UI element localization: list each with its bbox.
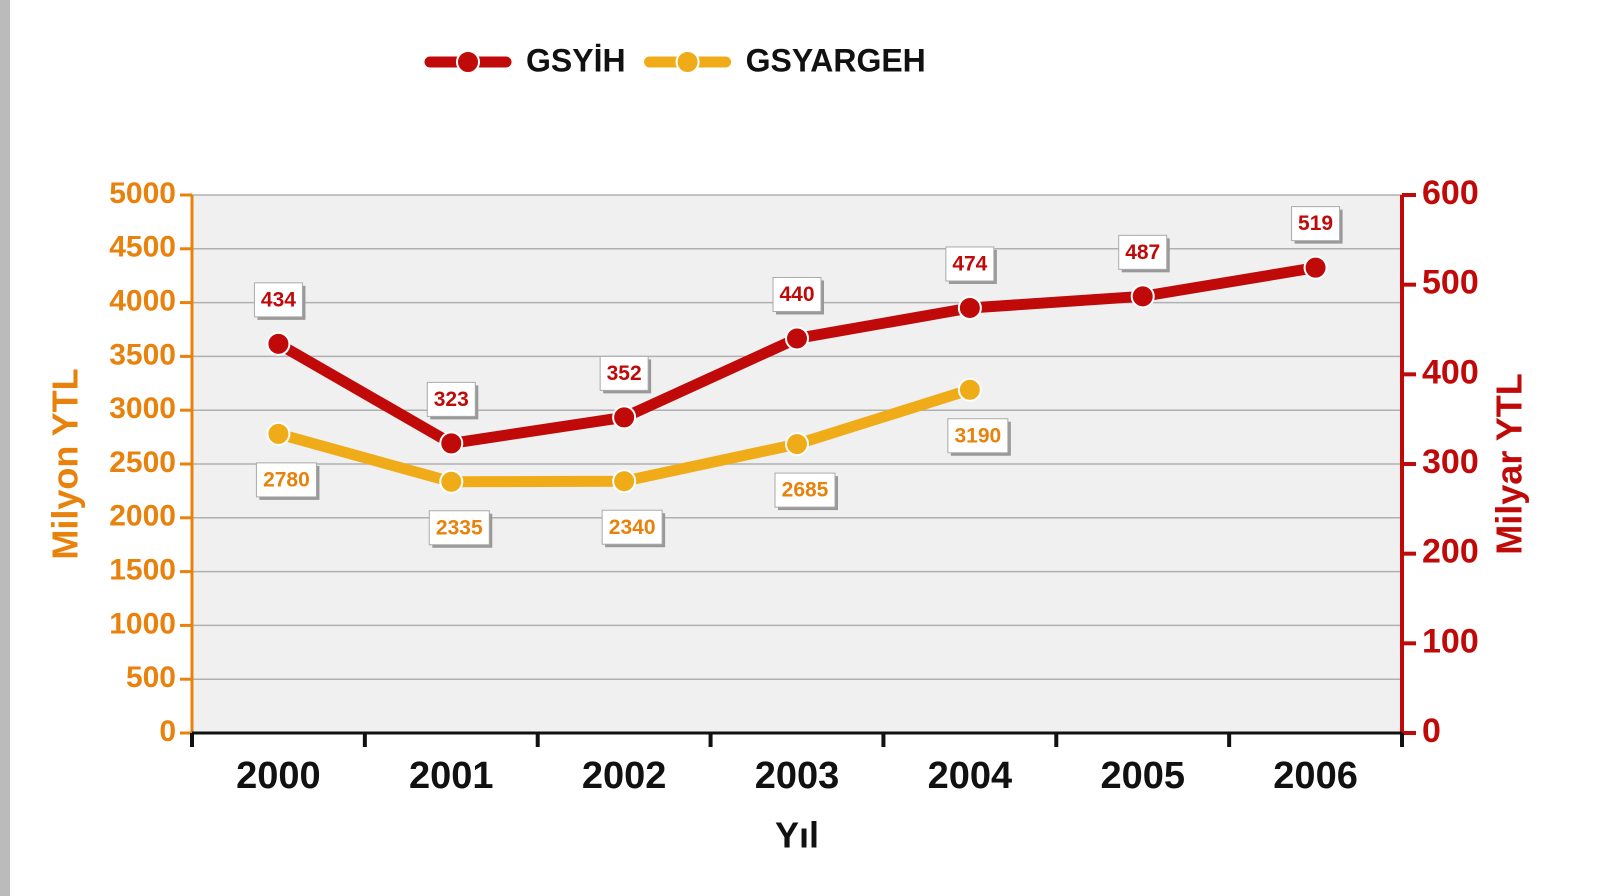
y-tick-label: 5000 xyxy=(109,177,176,210)
label-box xyxy=(947,418,1009,454)
point xyxy=(612,469,637,494)
x-tick-label: 2003 xyxy=(755,755,840,797)
y-tick-label: 4500 xyxy=(109,231,176,264)
y-tick-label: 4000 xyxy=(109,285,176,318)
y-tick-label: 0 xyxy=(159,715,176,748)
x-tick-label: 2004 xyxy=(928,755,1013,797)
y-tick-label: 1500 xyxy=(109,554,176,587)
legend-label: GSYİH xyxy=(526,42,626,78)
point xyxy=(785,432,809,457)
label-box xyxy=(426,381,476,417)
point xyxy=(612,405,637,430)
data-label: 2780 xyxy=(263,468,310,491)
point xyxy=(957,295,982,320)
left-edge xyxy=(0,0,10,896)
legend-marker xyxy=(456,50,480,74)
y-tick-label: 3500 xyxy=(109,338,176,371)
y2-tick-label: 600 xyxy=(1422,174,1479,212)
y-tick-label: 1000 xyxy=(109,607,176,640)
y2-tick-label: 300 xyxy=(1422,443,1479,481)
y2-tick-label: 100 xyxy=(1422,622,1479,660)
label-box xyxy=(1291,206,1341,242)
point xyxy=(785,326,809,351)
x-tick-label: 2000 xyxy=(236,755,321,797)
y-tick-label: 3000 xyxy=(109,392,176,425)
point xyxy=(957,377,982,402)
y2-tick-label: 400 xyxy=(1422,353,1479,391)
data-label: 2335 xyxy=(436,516,483,539)
label-box xyxy=(1118,234,1168,270)
y-axis-title: Milyon YTL xyxy=(45,368,86,559)
point xyxy=(439,469,464,494)
data-label: 2685 xyxy=(782,479,829,502)
label-box xyxy=(599,355,649,391)
point xyxy=(266,331,291,356)
label-box xyxy=(774,472,836,508)
data-label: 2340 xyxy=(609,516,656,539)
data-label: 352 xyxy=(607,362,642,385)
x-tick-label: 2005 xyxy=(1100,755,1185,797)
point xyxy=(1303,255,1328,280)
y-tick-label: 2500 xyxy=(109,446,176,479)
label-box xyxy=(255,462,317,498)
y-tick-label: 500 xyxy=(126,661,176,694)
label-box xyxy=(772,276,822,312)
label-box xyxy=(253,282,303,318)
point xyxy=(1130,284,1155,309)
data-label: 487 xyxy=(1125,241,1160,264)
data-label: 3190 xyxy=(954,424,1001,447)
y2-axis-title: Milyar YTL xyxy=(1489,373,1530,554)
label-box xyxy=(428,510,490,546)
x-axis-title: Yıl xyxy=(775,815,819,856)
y2-tick-label: 200 xyxy=(1422,533,1479,571)
label-box xyxy=(945,246,995,282)
data-label: 519 xyxy=(1298,212,1333,235)
data-label: 440 xyxy=(779,283,814,306)
data-label: 434 xyxy=(261,288,296,311)
x-tick-label: 2002 xyxy=(582,755,667,797)
y2-tick-label: 0 xyxy=(1422,712,1441,750)
x-tick-label: 2006 xyxy=(1273,755,1358,797)
y2-tick-label: 500 xyxy=(1422,264,1479,302)
point xyxy=(266,421,291,446)
legend-marker xyxy=(675,50,700,74)
x-tick-label: 2001 xyxy=(409,755,494,797)
point xyxy=(439,431,464,456)
data-label: 323 xyxy=(434,388,469,411)
label-box xyxy=(601,509,663,545)
y-tick-label: 2000 xyxy=(109,500,176,533)
data-label: 474 xyxy=(952,253,987,276)
legend-label: GSYARGEH xyxy=(746,42,926,78)
